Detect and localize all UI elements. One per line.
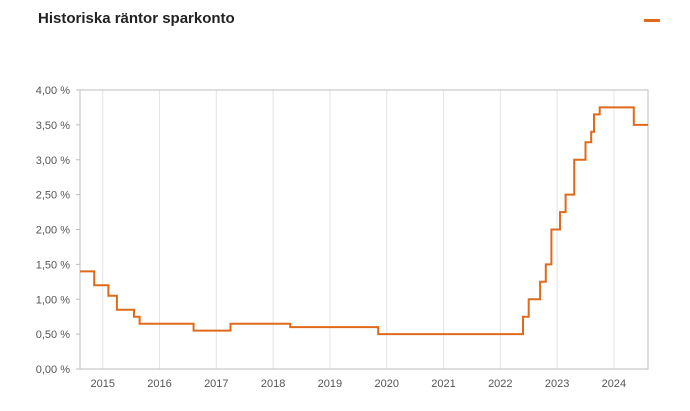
y-tick-label: 0,00 %	[36, 364, 70, 376]
x-tick-label: 2017	[204, 378, 228, 390]
series-line[interactable]	[80, 106, 648, 336]
x-tick-label: 2016	[147, 378, 171, 390]
y-tick-label: 1,50 %	[36, 259, 70, 271]
chart-title: Historiska räntor sparkonto	[38, 10, 235, 27]
y-tick-label: 3,50 %	[36, 120, 70, 132]
y-axis: 0,00 % 0,50 % 1,00 % 1,50 % 2,00 % 2,50 % 3,00…	[36, 85, 80, 376]
y-tick-label: 1,00 %	[36, 294, 70, 306]
y-tick-label: 4,00 %	[36, 85, 70, 97]
x-tick-label: 2018	[261, 378, 285, 390]
y-tick-label: 3,00 %	[36, 155, 70, 167]
x-tick-label: 2022	[488, 378, 512, 390]
x-tick-label: 2015	[90, 378, 114, 390]
grid-layer	[102, 90, 615, 369]
x-tick-label: 2023	[545, 378, 569, 390]
x-axis: 2015 2016 2017 2018 2019 2020 2021 2022 2023 2024	[90, 378, 626, 390]
x-tick-label: 2020	[374, 378, 398, 390]
legend-swatch[interactable]	[644, 19, 660, 22]
x-tick-label: 2024	[602, 378, 626, 390]
y-tick-label: 2,50 %	[36, 190, 70, 202]
y-tick-label: 0,50 %	[36, 329, 70, 341]
x-tick-label: 2021	[431, 378, 455, 390]
y-tick-label: 2,00 %	[36, 225, 70, 237]
x-tick-label: 2019	[318, 378, 342, 390]
